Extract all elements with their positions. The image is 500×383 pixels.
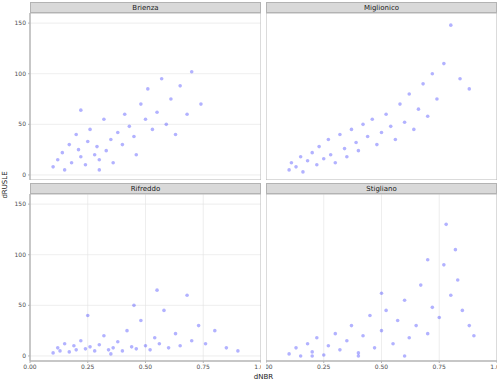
html-text:Brienza: Brienza — [132, 4, 159, 12]
svg-text:100: 100 — [15, 70, 27, 77]
svg-text:0.00: 0.00 — [23, 363, 37, 370]
html-text:dNBR: dNBR — [253, 373, 274, 381]
html-text:Stigliano: Stigliano — [366, 185, 397, 193]
svg-text:50: 50 — [18, 120, 26, 127]
svg-text:1.00: 1.00 — [254, 363, 261, 370]
svg-text:1.00: 1.00 — [490, 363, 492, 370]
svg-text:0.50: 0.50 — [139, 363, 153, 370]
svg-text:0.00: 0.00 — [266, 363, 273, 370]
svg-text:150: 150 — [15, 19, 27, 26]
svg-text:0: 0 — [22, 171, 26, 178]
svg-text:0.75: 0.75 — [433, 363, 447, 370]
svg-text:0.25: 0.25 — [81, 363, 95, 370]
svg-text:0.75: 0.75 — [197, 363, 211, 370]
svg-text:0.25: 0.25 — [317, 363, 331, 370]
svg-text:50: 50 — [18, 301, 26, 308]
html-text:dRUSLE: dRUSLE — [1, 171, 9, 199]
html-text:Rifreddo: Rifreddo — [130, 185, 161, 193]
html-text:Miglionico: Miglionico — [363, 4, 400, 12]
svg-text:150: 150 — [15, 200, 27, 207]
svg-text:0: 0 — [22, 352, 26, 359]
svg-text:0.50: 0.50 — [375, 363, 389, 370]
svg-text:100: 100 — [15, 251, 27, 258]
